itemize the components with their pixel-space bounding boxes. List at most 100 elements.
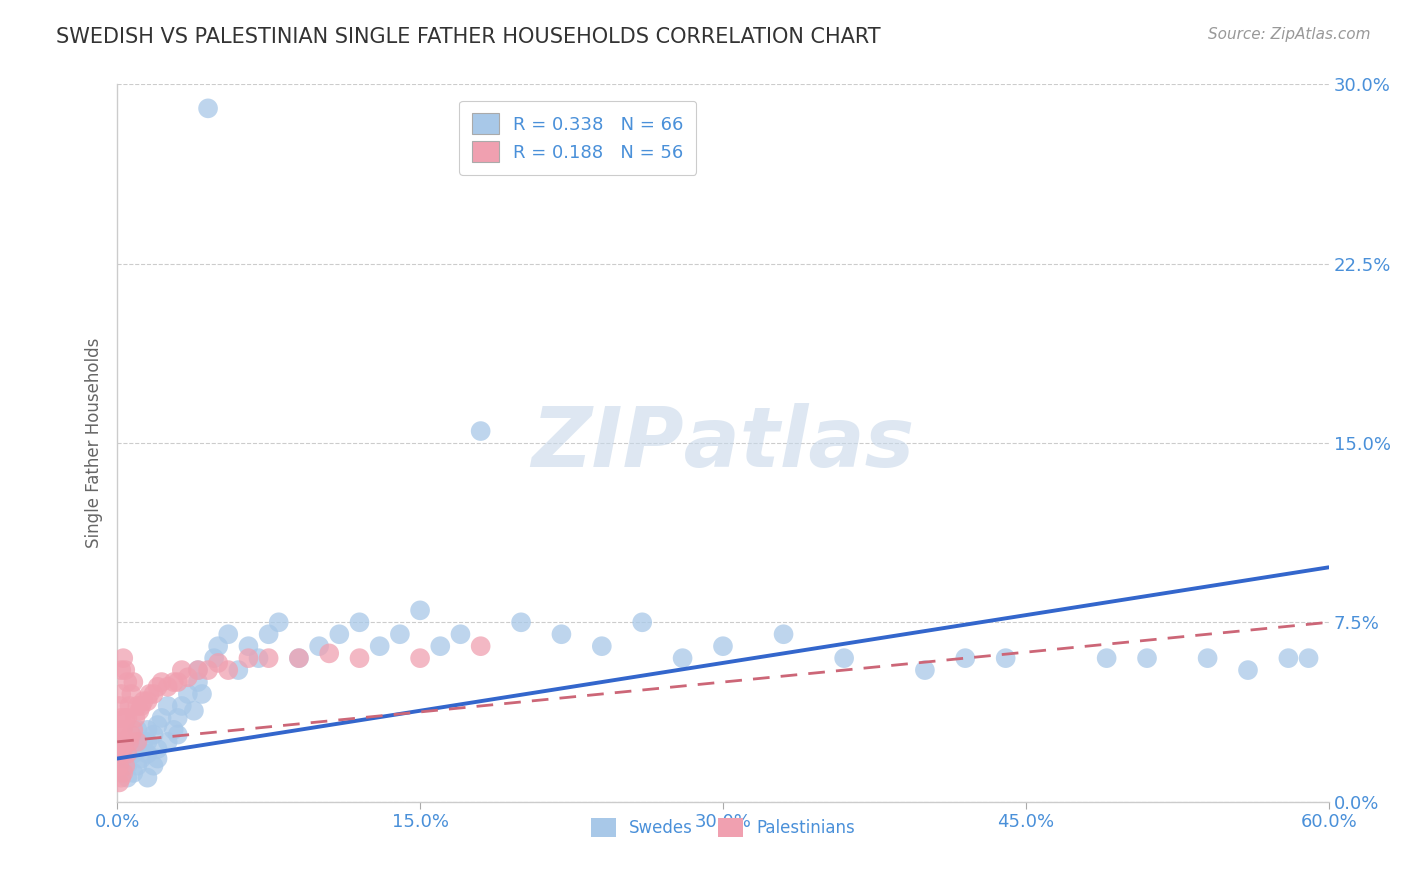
Point: [146, 718, 169, 732]
Point: [110, 711, 132, 725]
Point: [110, 747, 132, 761]
Text: Source: ZipAtlas.com: Source: ZipAtlas.com: [1208, 27, 1371, 42]
Point: [118, 735, 141, 749]
Point: [207, 656, 229, 670]
Point: [146, 680, 169, 694]
Point: [108, 747, 131, 761]
Point: [202, 651, 225, 665]
Point: [166, 728, 188, 742]
Point: [450, 627, 472, 641]
Point: [914, 663, 936, 677]
Point: [122, 723, 145, 737]
Point: [142, 728, 165, 742]
Point: [994, 651, 1017, 665]
Point: [955, 651, 977, 665]
Point: [136, 723, 159, 737]
Point: [124, 711, 146, 725]
Point: [146, 742, 169, 756]
Point: [177, 670, 200, 684]
Point: [117, 747, 139, 761]
Point: [117, 711, 139, 725]
Point: [136, 735, 159, 749]
Point: [156, 680, 179, 694]
Point: [150, 675, 173, 690]
Point: [122, 747, 145, 761]
Point: [117, 771, 139, 785]
Point: [217, 663, 239, 677]
Point: [318, 646, 340, 660]
Point: [114, 735, 136, 749]
Point: [118, 698, 141, 713]
Point: [127, 742, 149, 756]
Point: [110, 663, 132, 677]
Point: [120, 728, 142, 742]
Text: SWEDISH VS PALESTINIAN SINGLE FATHER HOUSEHOLDS CORRELATION CHART: SWEDISH VS PALESTINIAN SINGLE FATHER HOU…: [56, 27, 882, 46]
Point: [112, 765, 135, 780]
Point: [328, 627, 350, 641]
Point: [112, 742, 135, 756]
Point: [631, 615, 654, 630]
Point: [388, 627, 411, 641]
Point: [108, 758, 131, 772]
Point: [163, 723, 186, 737]
Point: [156, 735, 179, 749]
Point: [409, 651, 432, 665]
Point: [108, 723, 131, 737]
Point: [832, 651, 855, 665]
Point: [122, 675, 145, 690]
Point: [146, 751, 169, 765]
Point: [127, 758, 149, 772]
Point: [711, 639, 734, 653]
Point: [368, 639, 391, 653]
Point: [110, 771, 132, 785]
Point: [238, 639, 260, 653]
Point: [288, 651, 311, 665]
Point: [108, 735, 131, 749]
Point: [1237, 663, 1260, 677]
Point: [127, 723, 149, 737]
Point: [1277, 651, 1299, 665]
Point: [108, 698, 131, 713]
Point: [138, 687, 160, 701]
Point: [136, 694, 159, 708]
Point: [127, 735, 149, 749]
Point: [166, 675, 188, 690]
Point: [228, 663, 250, 677]
Point: [120, 687, 142, 701]
Point: [197, 101, 219, 115]
Point: [772, 627, 794, 641]
Point: [110, 728, 132, 742]
Point: [238, 651, 260, 665]
Point: [131, 698, 153, 713]
Point: [170, 663, 193, 677]
Point: [349, 615, 371, 630]
Point: [671, 651, 693, 665]
Point: [142, 687, 165, 701]
Point: [150, 711, 173, 725]
Point: [470, 639, 492, 653]
Point: [550, 627, 572, 641]
Point: [156, 698, 179, 713]
Text: ZIP​atlas: ZIP​atlas: [531, 402, 914, 483]
Point: [122, 765, 145, 780]
Point: [114, 711, 136, 725]
Point: [117, 675, 139, 690]
Point: [409, 603, 432, 617]
Point: [191, 687, 214, 701]
Point: [132, 735, 155, 749]
Point: [197, 663, 219, 677]
Point: [349, 651, 371, 665]
Point: [166, 711, 188, 725]
Point: [117, 758, 139, 772]
Point: [131, 751, 153, 765]
Point: [114, 758, 136, 772]
Point: [187, 663, 209, 677]
Point: [1298, 651, 1320, 665]
Point: [114, 663, 136, 677]
Point: [1197, 651, 1219, 665]
Point: [128, 704, 150, 718]
Point: [288, 651, 311, 665]
Point: [132, 694, 155, 708]
Point: [163, 675, 186, 690]
Point: [110, 687, 132, 701]
